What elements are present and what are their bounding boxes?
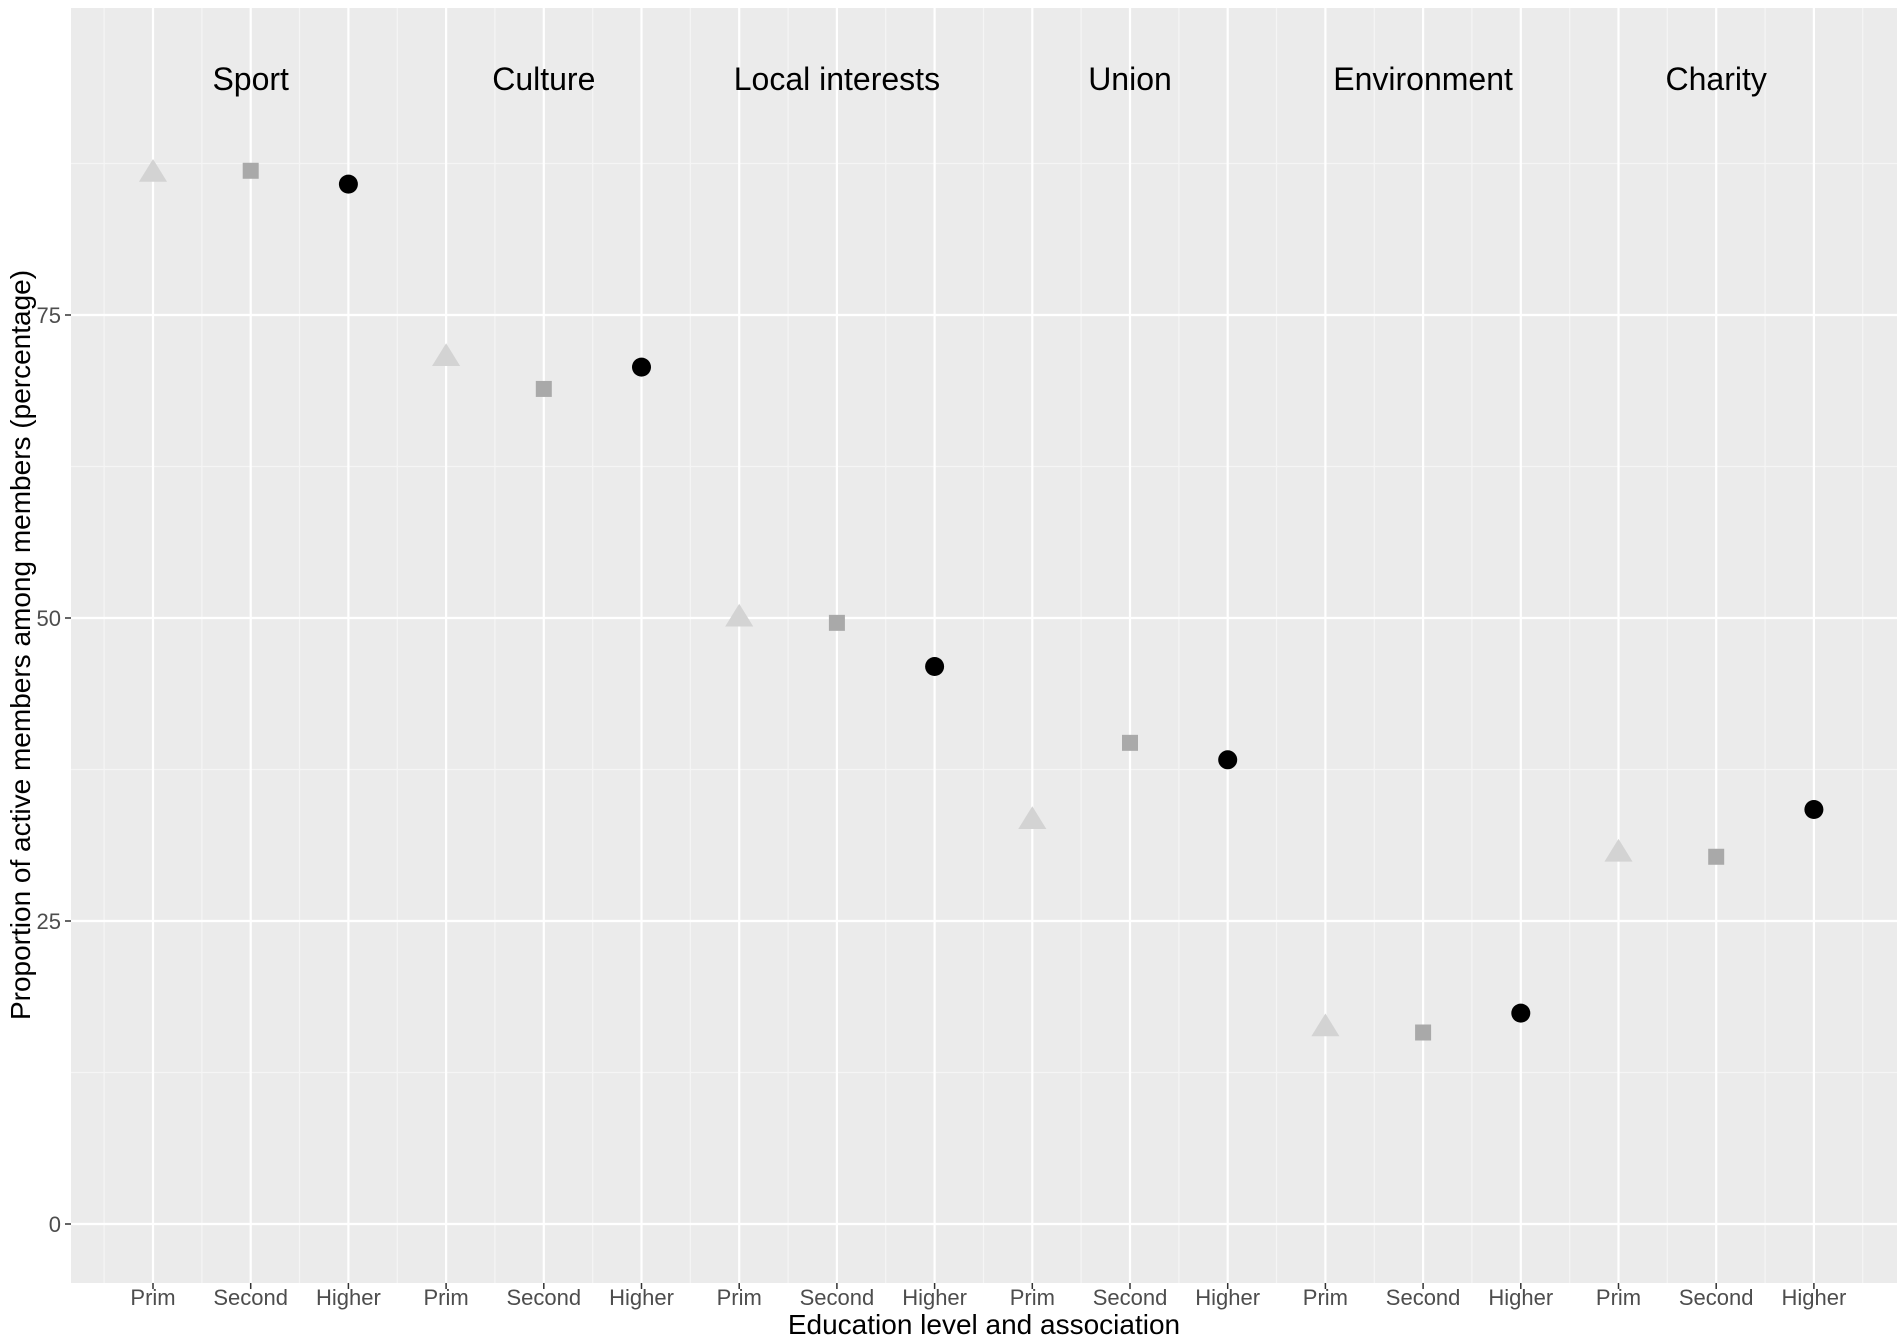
x-tick-label: Second bbox=[506, 1285, 581, 1310]
data-point-square bbox=[1122, 734, 1138, 751]
data-point-circle bbox=[925, 656, 945, 676]
x-tick-label: Higher bbox=[1195, 1285, 1260, 1310]
association-label: Culture bbox=[492, 61, 595, 97]
association-label: Environment bbox=[1333, 61, 1513, 97]
association-label: Charity bbox=[1666, 61, 1767, 97]
association-label: Sport bbox=[212, 61, 289, 97]
data-point-circle bbox=[1511, 1003, 1531, 1023]
x-tick-label: Higher bbox=[609, 1285, 674, 1310]
data-point-triangle bbox=[138, 158, 168, 182]
data-points bbox=[138, 158, 1824, 1041]
y-tick-label: 50 bbox=[37, 606, 61, 631]
minor-gridlines bbox=[71, 8, 1897, 1283]
y-tick-label: 75 bbox=[37, 303, 61, 328]
data-point-triangle bbox=[1604, 838, 1633, 862]
data-point-circle bbox=[338, 174, 358, 194]
x-tick-label: Second bbox=[213, 1285, 288, 1310]
x-tick-label: Higher bbox=[902, 1285, 967, 1310]
x-tick-label: Prim bbox=[1010, 1285, 1055, 1310]
data-point-circle bbox=[1218, 750, 1238, 770]
data-point-circle bbox=[1804, 799, 1824, 819]
major-gridlines bbox=[71, 8, 1897, 1283]
data-point-square bbox=[535, 380, 552, 397]
x-tick-label: Second bbox=[1386, 1285, 1461, 1310]
x-tick-label: Prim bbox=[717, 1285, 762, 1310]
association-label: Union bbox=[1088, 61, 1172, 97]
data-point-circle bbox=[632, 357, 651, 377]
data-point-triangle bbox=[725, 603, 754, 627]
x-tick-label: Prim bbox=[1303, 1285, 1348, 1310]
x-tick-label: Prim bbox=[130, 1285, 175, 1310]
x-axis-title: Education level and association bbox=[788, 1309, 1180, 1340]
y-axis-title: Proportion of active members among membe… bbox=[5, 270, 36, 1020]
x-tick-label: Second bbox=[800, 1285, 875, 1310]
data-point-triangle bbox=[1311, 1013, 1340, 1037]
y-tick-label: 0 bbox=[49, 1212, 61, 1237]
data-point-triangle bbox=[1018, 806, 1047, 829]
y-axis-ticks: 0 25 50 75 bbox=[37, 303, 71, 1237]
x-axis-ticks: Prim Second Higher Prim Second Higher Prim Seco… bbox=[130, 1283, 1846, 1310]
x-tick-label: Prim bbox=[1596, 1285, 1641, 1310]
x-tick-label: Higher bbox=[1781, 1285, 1846, 1310]
x-tick-label: Prim bbox=[423, 1285, 468, 1310]
x-tick-label: Second bbox=[1093, 1285, 1168, 1310]
x-tick-label: Second bbox=[1679, 1285, 1754, 1310]
association-label: Local interests bbox=[734, 61, 940, 97]
data-point-square bbox=[828, 614, 845, 631]
data-point-square bbox=[242, 162, 259, 179]
x-tick-label: Higher bbox=[316, 1285, 381, 1310]
data-point-triangle bbox=[432, 343, 461, 366]
association-labels: Sport Culture Local interests Union Environm… bbox=[212, 61, 1766, 97]
data-point-square bbox=[1708, 848, 1725, 865]
y-tick-label: 25 bbox=[37, 909, 61, 934]
data-point-square bbox=[1415, 1024, 1432, 1041]
x-tick-label: Higher bbox=[1488, 1285, 1553, 1310]
